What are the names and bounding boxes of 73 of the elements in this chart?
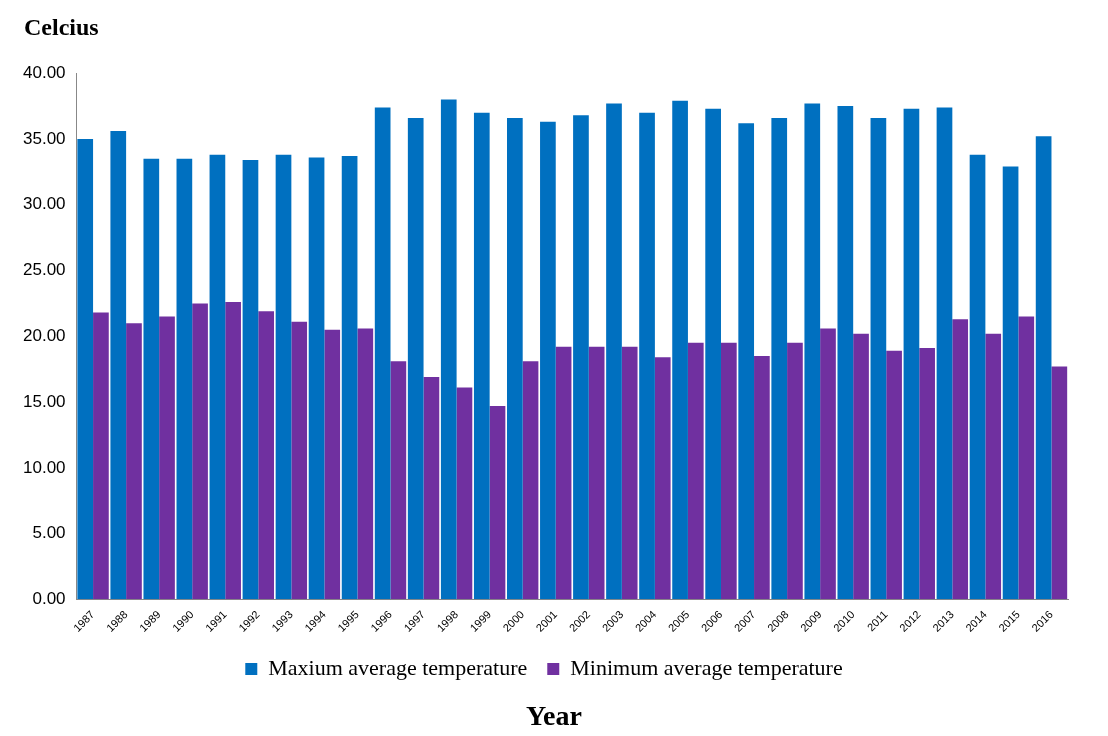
bar: [672, 100, 688, 600]
bar: [588, 346, 605, 600]
bar: [440, 99, 457, 600]
y-tick-label: 15.00: [22, 391, 66, 411]
bar: [870, 117, 887, 600]
bar: [820, 328, 836, 600]
y-axis-title: Celcius: [24, 14, 99, 41]
bar: [390, 361, 407, 600]
bar: [291, 321, 308, 600]
bar: [522, 361, 539, 600]
bar: [837, 106, 854, 600]
bar: [93, 312, 109, 600]
bar: [936, 107, 953, 600]
bar: [573, 115, 589, 600]
bar: [489, 406, 506, 600]
bar: [1051, 366, 1068, 600]
bar: [126, 323, 142, 600]
bar: [324, 329, 341, 600]
y-tick-label: 40.00: [22, 62, 66, 82]
bar: [192, 303, 208, 600]
bar: [357, 328, 374, 600]
bar: [275, 154, 292, 600]
y-tick-label: 5.00: [32, 523, 66, 543]
bar: [242, 160, 259, 600]
bar: [473, 112, 490, 600]
legend-label: Maxium average temperature: [268, 654, 528, 680]
bar: [258, 311, 275, 600]
bar: [771, 117, 788, 600]
bar: [969, 154, 986, 600]
bar: [374, 107, 391, 600]
bar: [886, 350, 902, 600]
x-axis-title: Year: [525, 700, 583, 732]
bar: [1035, 136, 1052, 600]
bar: [705, 108, 721, 600]
bar: [308, 157, 325, 600]
bar: [738, 123, 755, 600]
bar: [621, 346, 638, 600]
bar: [540, 121, 556, 600]
bar: [456, 387, 473, 600]
bar: [159, 316, 175, 600]
y-tick-label: 10.00: [22, 457, 66, 477]
bar: [804, 103, 821, 600]
bar: [423, 377, 440, 600]
bar: [77, 138, 94, 600]
bar: [985, 333, 1002, 600]
bar: [687, 342, 704, 600]
bar: [341, 156, 358, 600]
legend-label: Minimum average temperature: [570, 654, 843, 680]
bar: [754, 356, 770, 600]
bar: [176, 158, 193, 600]
bar: [654, 357, 671, 600]
y-tick-label: 25.00: [22, 260, 66, 280]
bar: [209, 154, 226, 600]
bar: [606, 103, 622, 600]
bar: [507, 117, 523, 600]
y-tick-label: 20.00: [22, 325, 66, 345]
bar: [639, 112, 655, 600]
y-tick-label: 30.00: [22, 194, 66, 214]
bar: [1002, 166, 1019, 600]
bar: [407, 117, 424, 600]
bar: [952, 319, 969, 600]
bar: [919, 348, 935, 600]
bar: [903, 108, 920, 600]
bar: [787, 342, 803, 600]
y-tick-label: 35.00: [22, 128, 66, 148]
bar: [143, 158, 160, 600]
bar: [110, 131, 127, 600]
bar: [1018, 316, 1035, 600]
bar: [720, 342, 737, 600]
bar: [225, 302, 241, 600]
bar: [555, 346, 572, 600]
bar: [853, 333, 869, 600]
y-tick-label: 0.00: [32, 589, 66, 609]
